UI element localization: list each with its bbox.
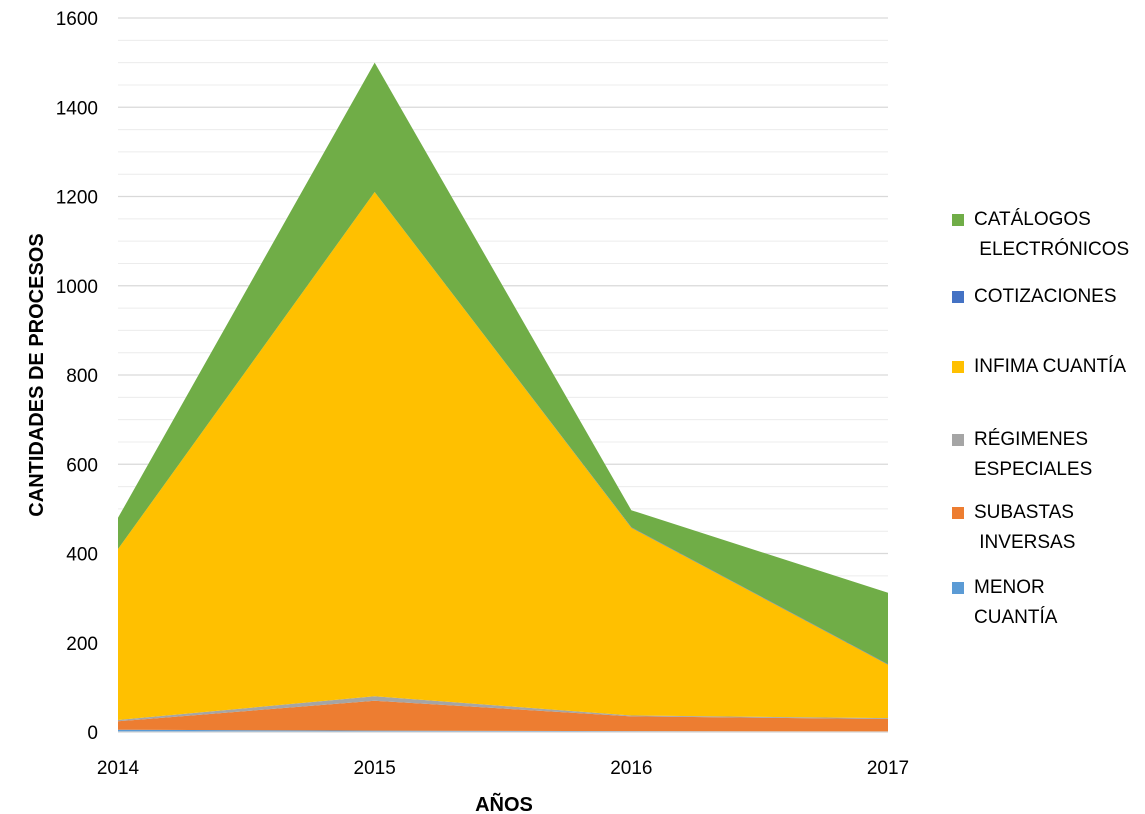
y-axis-title: CANTIDADES DE PROCESOS: [26, 233, 48, 516]
y-tick-label: 1200: [56, 188, 98, 209]
y-tick-label: 1400: [56, 98, 98, 119]
legend-swatch: [952, 434, 964, 446]
x-tick-label: 2015: [354, 758, 396, 779]
legend-label: MENOR CUANTÍA: [974, 577, 1058, 628]
area-subastas-inversas: [118, 700, 888, 732]
legend-label: RÉGIMENES ESPECIALES: [974, 429, 1093, 480]
x-tick-label: 2014: [97, 758, 140, 779]
y-axis-ticks: 0 200 400 600 800 1000 1200 1400 1600: [56, 9, 98, 744]
y-tick-label: 200: [66, 634, 98, 655]
legend-swatch: [952, 582, 964, 594]
legend-swatch: [952, 507, 964, 519]
legend-label: INFIMA CUANTÍA: [974, 356, 1127, 377]
x-axis-title: AÑOS: [475, 793, 533, 814]
x-tick-label: 2016: [610, 758, 652, 779]
x-axis-ticks: 2014 2015 2016 2017: [97, 758, 909, 779]
legend-label: COTIZACIONES: [974, 286, 1117, 307]
legend-label: SUBASTAS INVERSAS: [974, 502, 1076, 553]
legend-swatch: [952, 361, 964, 373]
y-tick-label: 400: [66, 545, 98, 566]
area-infima-cuantia: [118, 192, 888, 720]
y-tick-label: 600: [66, 455, 98, 476]
area-regimenes-especiales: [118, 696, 888, 722]
area-catalogos-electronicos: [118, 62, 888, 665]
y-tick-label: 800: [66, 366, 98, 387]
legend-label: CATÁLOGOS ELECTRÓNICOS: [974, 209, 1130, 260]
y-tick-label: 1600: [56, 9, 98, 30]
y-tick-label: 0: [87, 723, 98, 744]
area-series-group: [118, 62, 888, 733]
x-tick-label: 2017: [867, 758, 909, 779]
legend-swatch: [952, 214, 964, 226]
legend-swatch: [952, 291, 964, 303]
y-tick-label: 1000: [56, 277, 98, 298]
